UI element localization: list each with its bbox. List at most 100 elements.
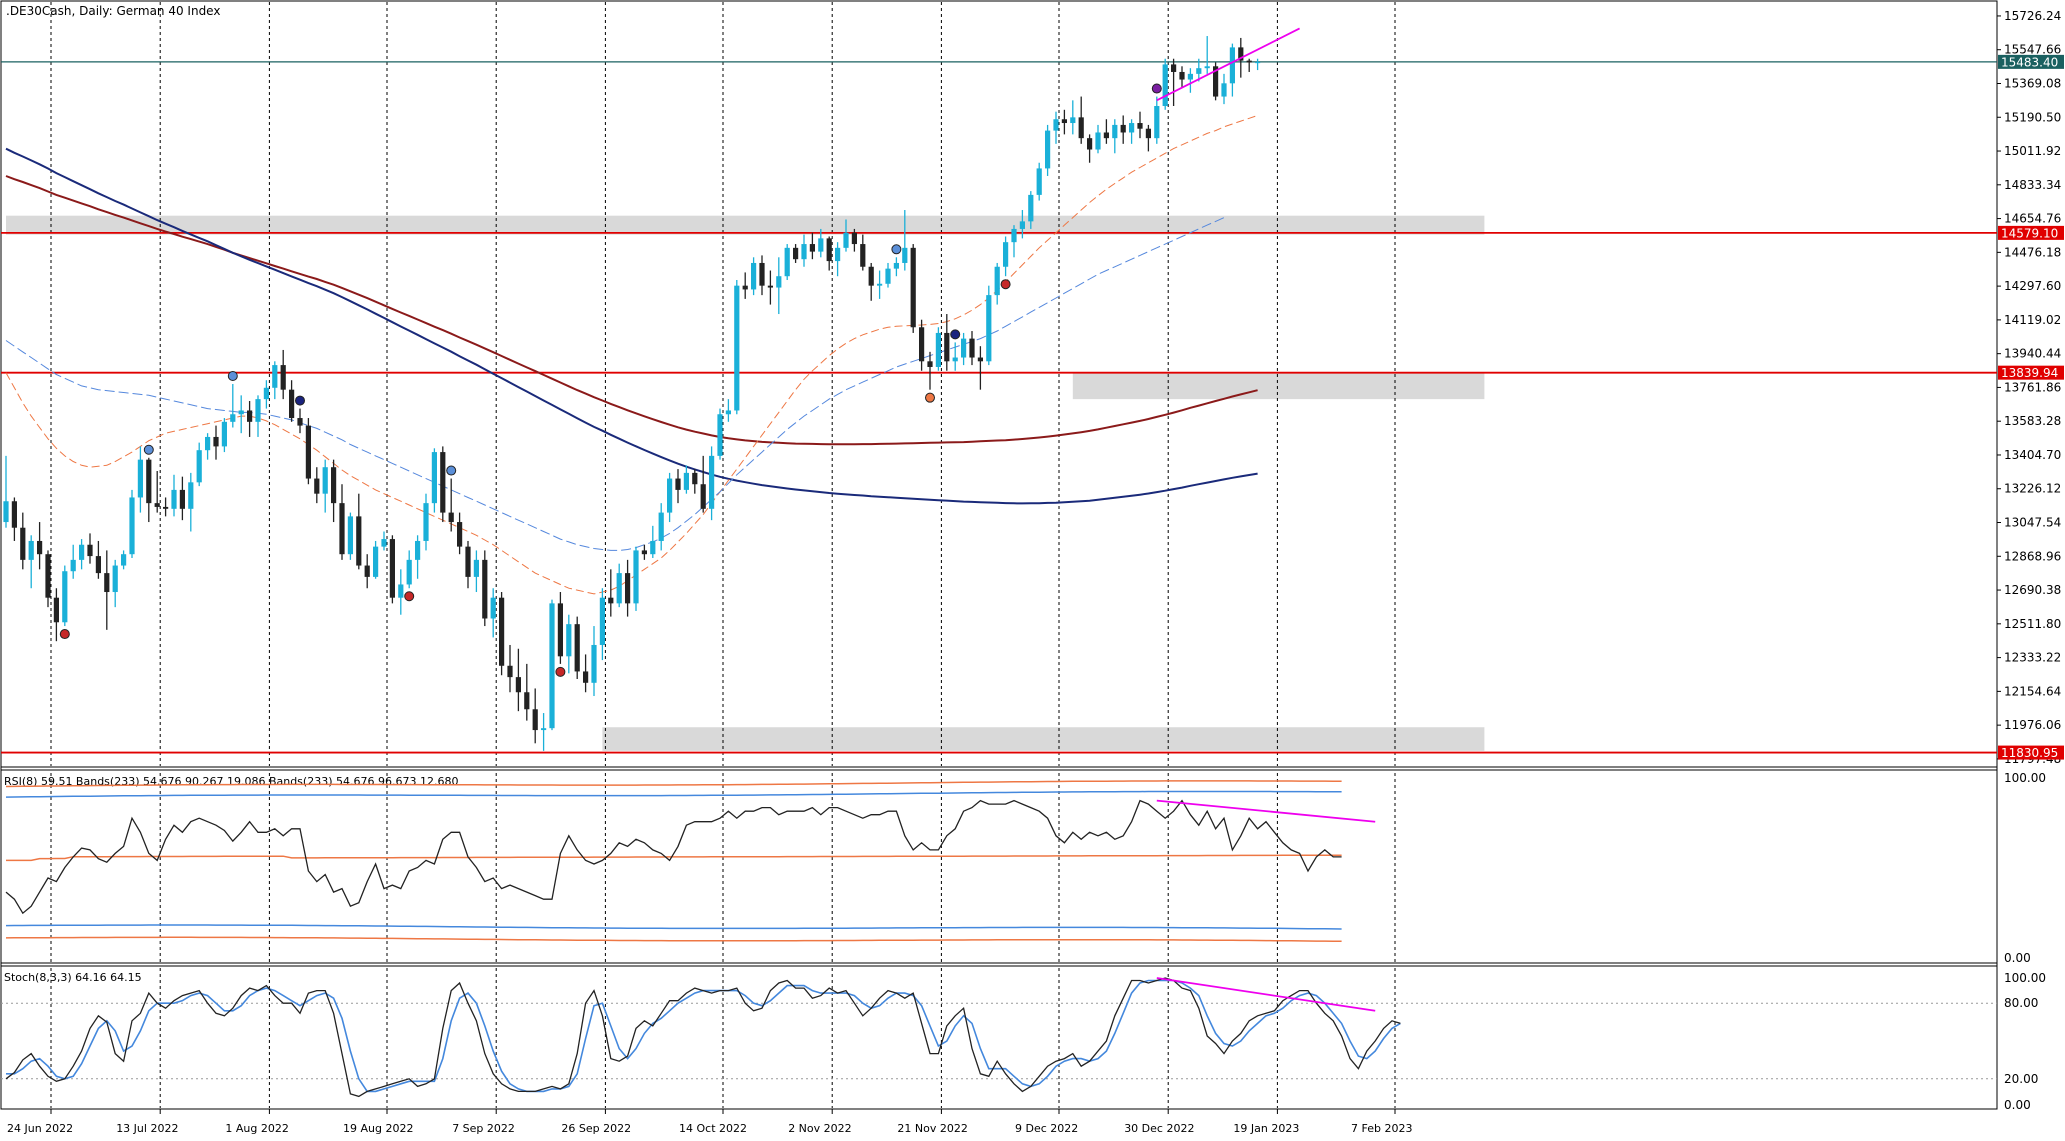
x-tick-label: 26 Sep 2022 <box>561 1122 631 1135</box>
candle-body <box>95 556 101 574</box>
candle-body <box>1162 64 1168 107</box>
x-tick-label: 21 Nov 2022 <box>897 1122 967 1135</box>
rsi-band-orange-upper <box>5 780 1342 788</box>
candle-body <box>986 295 992 362</box>
candle-body <box>11 501 17 528</box>
candle-body <box>364 565 370 577</box>
price-label-box <box>1998 365 2064 380</box>
rsi-y-tick-label: 100.00 <box>2004 771 2046 785</box>
x-tick-label: 24 Jun 2022 <box>7 1122 73 1135</box>
candle-body <box>154 503 160 507</box>
candle-body <box>969 338 975 358</box>
stoch-indicator-title: Stoch(8,3,3) 64.16 64.15 <box>4 971 142 984</box>
candle-body <box>843 232 849 248</box>
price-label-box <box>1998 745 2064 760</box>
candle-body <box>87 544 93 557</box>
candle-body <box>599 597 605 645</box>
candle-body <box>1213 66 1219 97</box>
signal-marker <box>59 629 70 640</box>
candle-body <box>994 266 1000 296</box>
stoch-y-tick-label: 20.00 <box>2004 1072 2038 1086</box>
candle-body <box>977 357 983 362</box>
y-tick-label: 15011.92 <box>2004 144 2061 158</box>
y-tick-label: 15190.50 <box>2004 110 2061 124</box>
ema-fast-orange-line <box>5 115 1258 595</box>
candle-body <box>944 332 950 362</box>
candle-body <box>574 624 580 672</box>
signal-marker <box>891 244 902 255</box>
candle-body <box>1137 123 1143 129</box>
price-label-box <box>1998 225 2064 240</box>
candle-body <box>507 665 513 678</box>
candle-body <box>121 554 127 566</box>
signal-marker <box>446 465 457 476</box>
signal-marker <box>1000 279 1011 290</box>
candle-body <box>1154 106 1160 139</box>
candle-body <box>541 728 547 731</box>
candle-body <box>171 489 177 509</box>
candle-body <box>793 247 799 260</box>
rsi-line <box>5 799 1342 915</box>
candle-body <box>289 389 295 419</box>
candle-body <box>398 584 404 598</box>
candle-body <box>1120 124 1126 133</box>
candle-body <box>37 540 43 555</box>
candle-body <box>1171 64 1177 72</box>
candle-body <box>406 559 412 585</box>
candle-body <box>641 550 647 555</box>
candle-body <box>1103 132 1109 139</box>
candle-body <box>188 482 194 509</box>
candle-body <box>860 244 866 267</box>
candle-body <box>1238 47 1244 61</box>
x-tick-label: 1 Aug 2022 <box>225 1122 288 1135</box>
y-tick-label: 13761.86 <box>2004 380 2061 394</box>
rsi-band-blue-lower <box>5 924 1342 930</box>
price-label-box <box>1998 54 2064 69</box>
candle-body <box>1036 168 1042 195</box>
y-tick-label: 12154.64 <box>2004 684 2061 698</box>
candle-body <box>221 421 227 447</box>
candle-body <box>919 327 925 362</box>
candle-body <box>851 232 857 245</box>
background-layer <box>0 0 1998 1110</box>
candle-body <box>482 559 488 619</box>
candle-body <box>70 559 76 572</box>
candle-body <box>457 522 463 547</box>
ema-red-line <box>5 175 1258 446</box>
ema-blue-line <box>5 147 1258 505</box>
candle-body <box>868 266 874 286</box>
x-tick-label: 7 Sep 2022 <box>452 1122 515 1135</box>
candle-body <box>885 268 891 284</box>
candle-body <box>683 472 689 490</box>
candle-body <box>3 501 9 523</box>
candle-body <box>658 512 664 541</box>
support-resistance-zone <box>1072 372 1485 400</box>
rsi-divergence-line <box>1156 799 1376 823</box>
price-label: 13839.94 <box>2001 366 2058 380</box>
y-tick-label: 13404.70 <box>2004 448 2061 462</box>
rsi-band-mid <box>6 854 1342 862</box>
candle-body <box>625 573 631 604</box>
x-tick-label: 9 Dec 2022 <box>1015 1122 1078 1135</box>
candle-body <box>238 410 244 415</box>
x-tick-label: 19 Aug 2022 <box>343 1122 413 1135</box>
signal-marker <box>227 371 238 381</box>
candle-body <box>751 262 757 290</box>
stoch-y-tick-label: 100.00 <box>2004 971 2046 985</box>
candle-body <box>776 276 782 288</box>
candle-body <box>700 484 706 509</box>
candle-body <box>213 436 219 447</box>
candle-body <box>1145 128 1151 139</box>
candle-body <box>347 516 353 555</box>
candle-body <box>1196 68 1202 74</box>
signal-marker <box>1151 83 1162 94</box>
candle-body <box>725 410 731 415</box>
candle-body <box>767 285 773 288</box>
signal-marker <box>925 392 935 403</box>
candle-body <box>247 410 253 422</box>
candle-body <box>62 571 68 623</box>
candle-body <box>297 418 303 426</box>
candle-body <box>423 503 429 541</box>
candle-body <box>45 554 51 598</box>
